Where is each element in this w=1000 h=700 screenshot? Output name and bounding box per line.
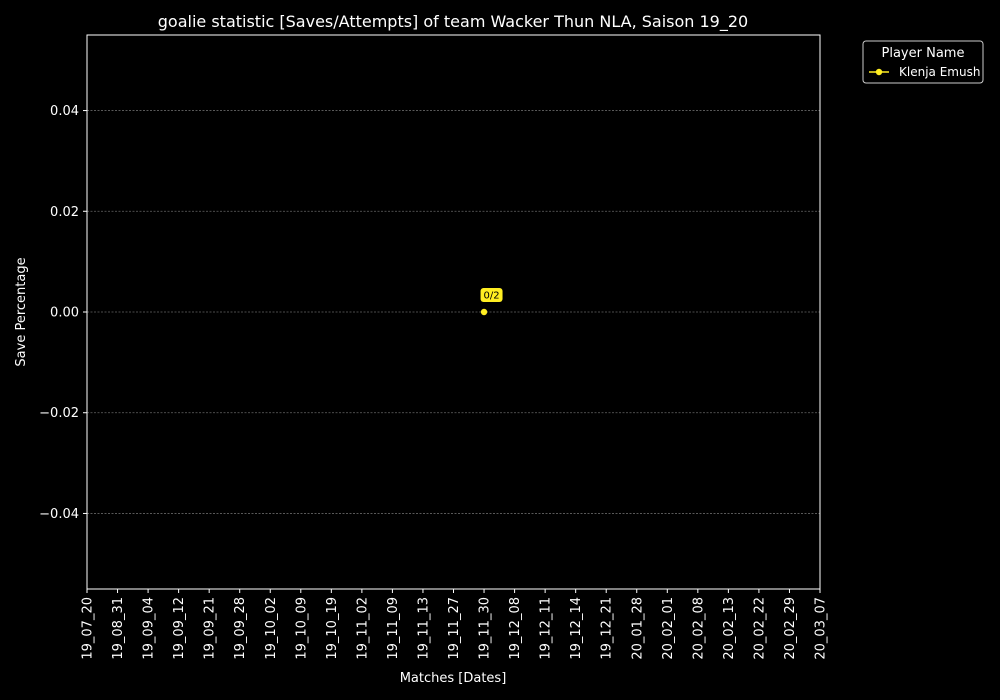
y-tick-label: 0.04	[50, 104, 79, 119]
x-tick-label: 20_02_13	[722, 597, 737, 660]
x-tick-label: 19_11_30	[478, 597, 493, 660]
x-tick-label: 19_09_04	[142, 597, 157, 660]
x-tick-label: 19_12_14	[569, 597, 584, 660]
x-tick-label: 19_10_19	[325, 597, 340, 660]
x-tick-label: 19_12_08	[508, 597, 523, 660]
x-tick-label: 19_10_09	[294, 597, 309, 660]
x-tick-label: 20_01_28	[630, 597, 645, 660]
x-tick-label: 19_10_02	[264, 597, 279, 660]
legend-marker-swatch	[875, 68, 883, 76]
x-tick-label: 19_11_02	[355, 597, 370, 660]
y-tick-label: 0.02	[50, 205, 79, 220]
x-tick-label: 19_12_11	[539, 597, 554, 660]
x-tick-label: 19_11_13	[416, 597, 431, 660]
y-tick-label: −0.02	[39, 406, 79, 421]
legend-box	[862, 40, 984, 84]
chart-title: goalie statistic [Saves/Attempts] of tea…	[158, 12, 748, 32]
x-tick-label: 19_08_31	[111, 597, 126, 660]
x-tick-label: 20_02_22	[752, 597, 767, 660]
data-point	[480, 308, 488, 316]
data-label: 0/2	[483, 291, 499, 302]
x-axis-ticks: 19_07_20 19_08_31 19_09_04 19_09_12 19_09_21…	[81, 589, 829, 660]
data-label-box	[480, 288, 503, 302]
y-axis-ticks: −0.04 −0.02 0.00 0.02 0.04	[39, 104, 87, 522]
legend-entry-label: Klenja Emush	[899, 65, 980, 79]
x-tick-label: 19_09_12	[172, 597, 187, 660]
x-tick-label: 19_11_27	[447, 597, 462, 660]
x-tick-label: 20_02_08	[691, 597, 706, 660]
x-tick-label: 19_11_09	[386, 597, 401, 660]
y-tick-label: −0.04	[39, 507, 79, 522]
x-axis-label: Matches [Dates]	[400, 671, 507, 686]
x-tick-label: 20_02_29	[783, 597, 798, 660]
y-axis-label: Save Percentage	[14, 257, 29, 366]
legend: Player Name Klenja Emush	[862, 40, 984, 84]
y-tick-label: 0.00	[50, 306, 79, 321]
legend-title: Player Name	[882, 46, 965, 61]
x-tick-label: 20_02_01	[661, 597, 676, 660]
x-tick-label: 19_09_21	[203, 597, 218, 660]
x-tick-label: 19_07_20	[81, 597, 96, 660]
x-tick-label: 19_09_28	[233, 597, 248, 660]
x-tick-label: 20_03_07	[814, 597, 829, 660]
grid-lines	[87, 110, 820, 514]
x-tick-label: 19_12_21	[600, 597, 615, 660]
series-layer: 0/2	[480, 288, 503, 316]
